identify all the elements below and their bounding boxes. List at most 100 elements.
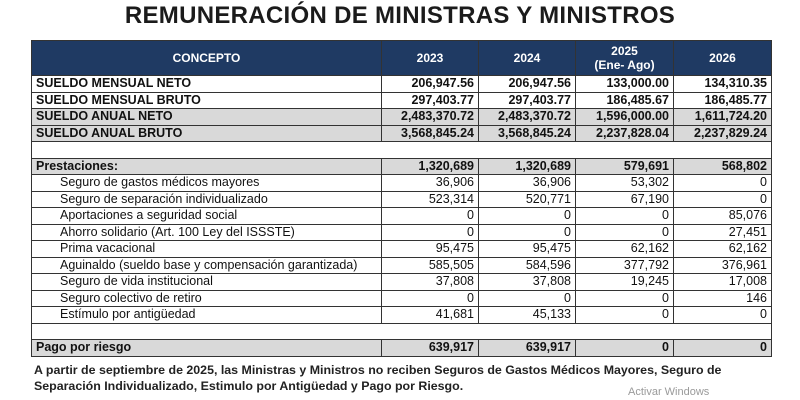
row-concept: SUELDO MENSUAL NETO — [31, 75, 382, 93]
row-concept: Prima vacacional — [31, 240, 382, 258]
value-2025: 53,302 — [575, 174, 674, 192]
value-2025: 0 — [575, 339, 674, 357]
value-2024: 206,947.56 — [478, 75, 576, 93]
row-concept: Seguro colectivo de retiro — [31, 289, 382, 307]
value-2024: 3,568,845.24 — [478, 124, 576, 142]
summary-row: SUELDO ANUAL NETO 2,483,370.72 2,483,370… — [31, 108, 772, 126]
detail-row: Prima vacacional 95,475 95,475 62,162 62… — [31, 240, 772, 258]
remuneration-table: CONCEPTO 2023 2024 2025 (Ene- Ago) 2026 S… — [31, 40, 772, 357]
value-2024: 0 — [478, 207, 576, 225]
value-2024: 639,917 — [478, 339, 576, 357]
value-2023: 297,403.77 — [381, 91, 479, 109]
header-2023: 2023 — [381, 40, 479, 76]
value-2023: 639,917 — [381, 339, 479, 357]
value-2024: 0 — [478, 223, 576, 241]
value-2024: 36,906 — [478, 174, 576, 192]
value-2026: 134,310.35 — [673, 75, 772, 93]
value-2024: 2,483,370.72 — [478, 108, 576, 126]
value-2025: 62,162 — [575, 240, 674, 258]
value-2023: 585,505 — [381, 256, 479, 274]
value-2025: 19,245 — [575, 273, 674, 291]
value-2026: 17,008 — [673, 273, 772, 291]
row-concept: Estímulo por antigüedad — [31, 306, 382, 324]
row-concept: SUELDO ANUAL NETO — [31, 108, 382, 126]
value-2026: 62,162 — [673, 240, 772, 258]
summary-row: SUELDO MENSUAL NETO 206,947.56 206,947.5… — [31, 75, 772, 93]
value-2025: 0 — [575, 289, 674, 307]
detail-row: Ahorro solidario (Art. 100 Ley del ISSST… — [31, 223, 772, 241]
value-2025: 0 — [575, 223, 674, 241]
detail-row: Estímulo por antigüedad 41,681 45,133 0 … — [31, 306, 772, 324]
value-2025: 0 — [575, 306, 674, 324]
value-2023: 0 — [381, 289, 479, 307]
value-2023: 2,483,370.72 — [381, 108, 479, 126]
value-2026: 0 — [673, 306, 772, 324]
value-2026: 27,451 — [673, 223, 772, 241]
header-2025-year: 2025 — [611, 44, 638, 58]
value-2023: 36,906 — [381, 174, 479, 192]
value-2026: 85,076 — [673, 207, 772, 225]
pago-riesgo-row: Pago por riesgo 639,917 639,917 0 0 — [31, 339, 772, 357]
row-concept: Seguro de gastos médicos mayores — [31, 174, 382, 192]
value-2024: 37,808 — [478, 273, 576, 291]
value-2026: 0 — [673, 190, 772, 208]
value-2025: 579,691 — [575, 157, 674, 175]
summary-row: SUELDO MENSUAL BRUTO 297,403.77 297,403.… — [31, 91, 772, 109]
value-2023: 0 — [381, 223, 479, 241]
value-2023: 37,808 — [381, 273, 479, 291]
detail-row: Seguro de separación individualizado 523… — [31, 190, 772, 208]
row-concept: Prestaciones: — [31, 157, 382, 175]
value-2025: 1,596,000.00 — [575, 108, 674, 126]
value-2024: 45,133 — [478, 306, 576, 324]
row-concept: Aportaciones a seguridad social — [31, 207, 382, 225]
value-2023: 95,475 — [381, 240, 479, 258]
value-2025: 186,485.67 — [575, 91, 674, 109]
value-2025: 2,237,828.04 — [575, 124, 674, 142]
value-2026: 0 — [673, 339, 772, 357]
value-2024: 95,475 — [478, 240, 576, 258]
detail-row: Aportaciones a seguridad social 0 0 0 85… — [31, 207, 772, 225]
value-2026: 0 — [673, 174, 772, 192]
row-concept: Aguinaldo (sueldo base y compensación ga… — [31, 256, 382, 274]
page-title: REMUNERACIÓN DE MINISTRAS Y MINISTROS — [124, 2, 676, 29]
row-concept: Seguro de vida institucional — [31, 273, 382, 291]
value-2023: 206,947.56 — [381, 75, 479, 93]
value-2026: 2,237,829.24 — [673, 124, 772, 142]
footnote: A partir de septiembre de 2025, las Mini… — [34, 363, 722, 393]
header-concepto: CONCEPTO — [31, 40, 382, 76]
value-2026: 376,961 — [673, 256, 772, 274]
value-2026: 186,485.77 — [673, 91, 772, 109]
value-2024: 520,771 — [478, 190, 576, 208]
value-2025: 0 — [575, 207, 674, 225]
header-2025-period: (Ene- Ago) — [594, 58, 655, 72]
row-concept: SUELDO ANUAL BRUTO — [31, 124, 382, 142]
value-2024: 1,320,689 — [478, 157, 576, 175]
value-2026: 146 — [673, 289, 772, 307]
row-concept: Pago por riesgo — [31, 339, 382, 357]
summary-row: SUELDO ANUAL BRUTO 3,568,845.24 3,568,84… — [31, 124, 772, 142]
value-2025: 377,792 — [575, 256, 674, 274]
value-2026: 1,611,724.20 — [673, 108, 772, 126]
value-2025: 67,190 — [575, 190, 674, 208]
header-2026: 2026 — [673, 40, 772, 76]
detail-row: Seguro colectivo de retiro 0 0 0 146 — [31, 289, 772, 307]
value-2023: 1,320,689 — [381, 157, 479, 175]
prestaciones-row: Prestaciones: 1,320,689 1,320,689 579,69… — [31, 157, 772, 175]
value-2025: 133,000.00 — [575, 75, 674, 93]
value-2024: 0 — [478, 289, 576, 307]
value-2023: 523,314 — [381, 190, 479, 208]
value-2023: 41,681 — [381, 306, 479, 324]
value-2023: 3,568,845.24 — [381, 124, 479, 142]
value-2023: 0 — [381, 207, 479, 225]
detail-row: Seguro de vida institucional 37,808 37,8… — [31, 273, 772, 291]
header-2024: 2024 — [478, 40, 576, 76]
detail-row: Seguro de gastos médicos mayores 36,906 … — [31, 174, 772, 192]
row-concept: Ahorro solidario (Art. 100 Ley del ISSST… — [31, 223, 382, 241]
spacer-row — [31, 322, 772, 340]
spacer-row — [31, 141, 772, 159]
header-row: CONCEPTO 2023 2024 2025 (Ene- Ago) 2026 — [31, 40, 772, 76]
activation-watermark: Activar Windows — [628, 386, 710, 398]
value-2024: 297,403.77 — [478, 91, 576, 109]
row-concept: SUELDO MENSUAL BRUTO — [31, 91, 382, 109]
value-2026: 568,802 — [673, 157, 772, 175]
